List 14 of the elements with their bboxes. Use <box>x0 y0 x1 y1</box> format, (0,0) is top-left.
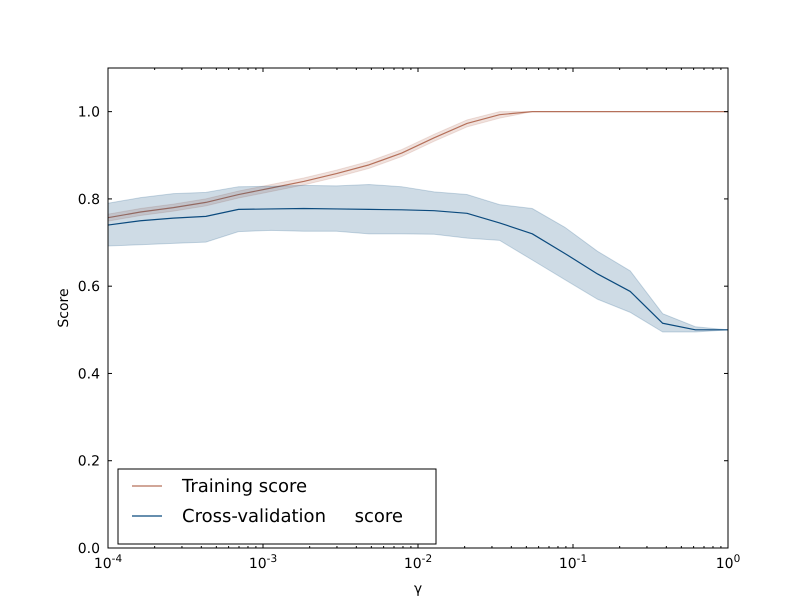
legend-label: Cross-validation score <box>182 506 403 527</box>
line-series <box>107 208 729 330</box>
y-tick-label: 0.2 <box>78 454 100 470</box>
x-tick-label: 10$^{-2}$ <box>404 553 432 572</box>
y-tick-label: 0.4 <box>78 366 100 382</box>
x-tick-label: 10$^{-1}$ <box>558 553 588 572</box>
x-axis-title: γ <box>414 581 422 597</box>
legend-label: Training score <box>181 476 308 497</box>
x-tick-label: 10$^{-3}$ <box>248 553 278 572</box>
x-tick-label: 10$^{0}$ <box>716 553 740 572</box>
y-tick-label: 1.0 <box>78 104 100 121</box>
y-tick-label: 0.8 <box>78 192 100 208</box>
y-tick-label: 0.6 <box>78 279 100 296</box>
y-axis-title: Score <box>56 288 72 328</box>
